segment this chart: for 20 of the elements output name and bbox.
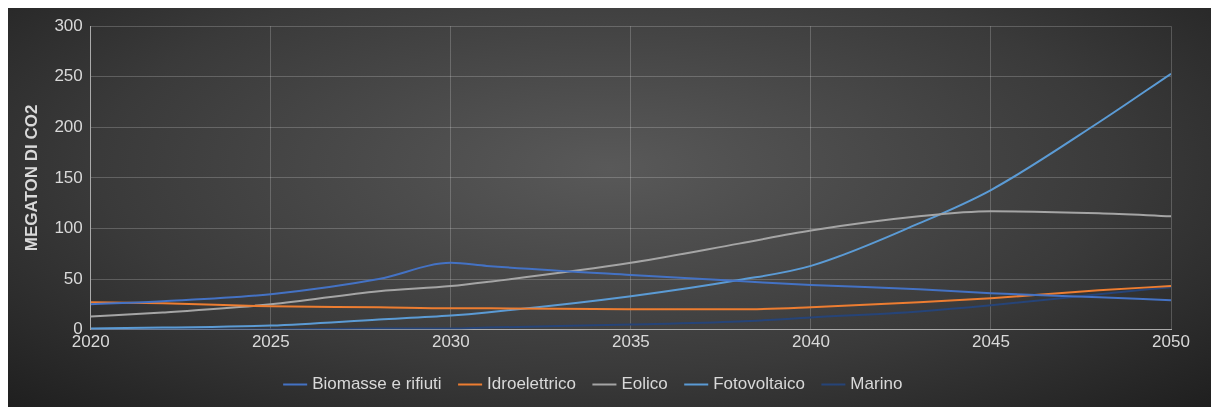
y-tick-label: 250 [54,66,83,86]
x-tick-label: 2050 [1152,332,1190,352]
y-tick-label: 50 [63,268,83,288]
legend-label: Idroelettrico [487,374,576,394]
y-tick-label: 100 [54,218,83,238]
y-axis-title: MEGATON DI CO2 [21,104,41,252]
line-series [90,285,1171,311]
y-tick-label: 200 [54,117,83,137]
y-tick-label: 150 [54,167,83,187]
line-series [90,261,1171,306]
x-tick-label: 2040 [792,332,830,352]
legend-label: Eolico [621,374,668,394]
legend-label: Marino [850,374,903,394]
x-tick-label: 2035 [611,332,650,352]
legend-label: Fotovoltaico [713,374,805,394]
x-tick-label: 2025 [251,332,290,352]
x-tick-label: 2045 [972,332,1010,352]
x-tick-label: 2030 [431,332,470,352]
y-tick-label: 300 [54,15,83,35]
legend-label: Biomasse e rifiuti [312,374,442,394]
